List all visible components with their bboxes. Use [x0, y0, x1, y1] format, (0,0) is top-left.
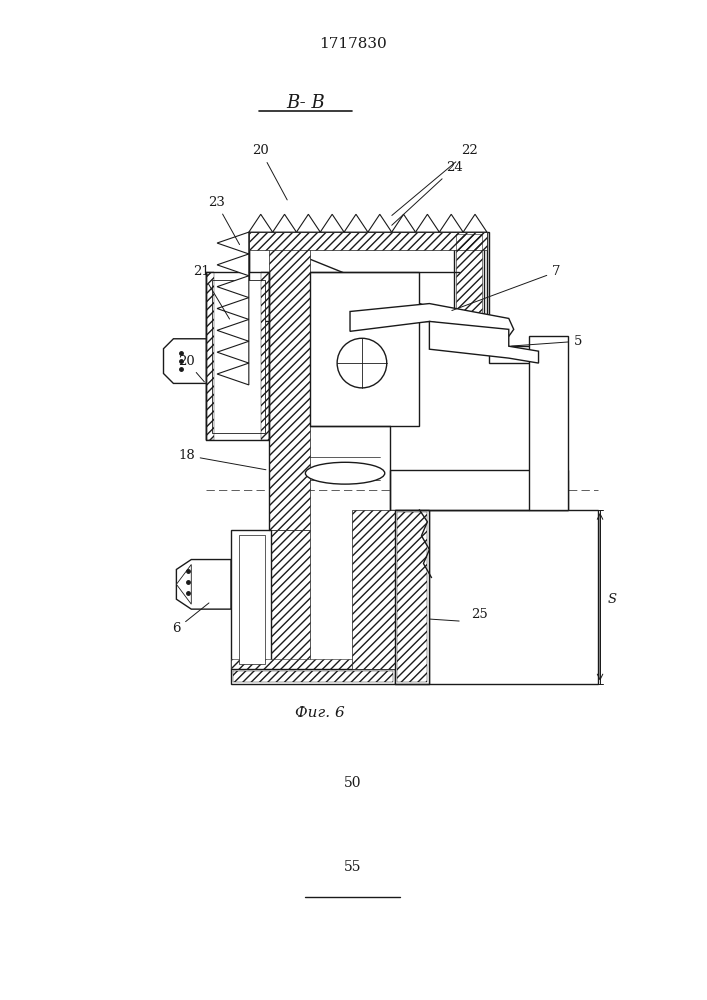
Bar: [456, 234, 482, 319]
Polygon shape: [249, 214, 273, 232]
Text: 25: 25: [471, 608, 487, 621]
Polygon shape: [217, 341, 249, 363]
Text: 55: 55: [344, 860, 362, 874]
Text: 23: 23: [208, 196, 240, 245]
Text: 7: 7: [452, 265, 561, 311]
Polygon shape: [177, 560, 231, 609]
Bar: [233, 671, 392, 682]
Bar: [212, 280, 264, 433]
Bar: [454, 232, 484, 321]
Text: 20: 20: [178, 355, 204, 382]
Text: 20: 20: [252, 144, 287, 200]
Polygon shape: [217, 319, 249, 341]
Ellipse shape: [305, 462, 385, 484]
Polygon shape: [217, 363, 249, 385]
Polygon shape: [296, 214, 320, 232]
Polygon shape: [217, 232, 249, 254]
Polygon shape: [350, 304, 514, 336]
Polygon shape: [273, 214, 296, 232]
Bar: [231, 669, 395, 684]
Bar: [269, 530, 310, 669]
Polygon shape: [217, 276, 249, 298]
Bar: [529, 336, 568, 510]
Text: 6: 6: [172, 603, 209, 635]
Text: Фиг. 6: Фиг. 6: [296, 706, 345, 720]
Bar: [249, 232, 489, 321]
Text: 21: 21: [193, 265, 230, 319]
Bar: [261, 272, 269, 440]
Bar: [206, 272, 214, 440]
Text: B- B: B- B: [286, 94, 325, 112]
Bar: [429, 510, 598, 684]
Bar: [231, 530, 271, 669]
Bar: [489, 346, 539, 363]
Bar: [352, 510, 395, 669]
Bar: [206, 272, 269, 440]
Bar: [239, 535, 264, 664]
Text: 24: 24: [392, 161, 462, 225]
Polygon shape: [439, 214, 463, 232]
Bar: [390, 470, 568, 510]
Text: S: S: [607, 593, 617, 606]
Circle shape: [337, 338, 387, 388]
Polygon shape: [217, 298, 249, 319]
Bar: [231, 659, 395, 674]
Polygon shape: [416, 214, 439, 232]
Polygon shape: [368, 214, 392, 232]
Text: 1717830: 1717830: [319, 37, 387, 51]
Bar: [397, 512, 428, 682]
Text: 18: 18: [178, 449, 266, 470]
Bar: [269, 232, 310, 530]
Polygon shape: [163, 339, 206, 383]
Polygon shape: [344, 214, 368, 232]
Polygon shape: [463, 214, 487, 232]
Bar: [249, 232, 487, 250]
Bar: [395, 510, 429, 684]
Polygon shape: [429, 321, 539, 363]
Text: 22: 22: [392, 144, 477, 215]
Bar: [310, 272, 419, 426]
Polygon shape: [392, 214, 416, 232]
Polygon shape: [320, 214, 344, 232]
Text: 5: 5: [512, 335, 583, 348]
Text: 50: 50: [344, 776, 362, 790]
Polygon shape: [177, 564, 192, 604]
Polygon shape: [217, 254, 249, 276]
